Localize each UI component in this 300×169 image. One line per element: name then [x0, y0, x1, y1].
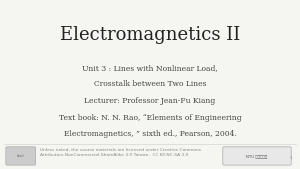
Text: (cc): (cc) — [17, 154, 25, 158]
FancyBboxPatch shape — [223, 147, 291, 165]
Text: Crosstalk between Two Lines: Crosstalk between Two Lines — [94, 80, 206, 89]
Text: NTU 大圖式課程: NTU 大圖式課程 — [246, 154, 268, 158]
Text: 1: 1 — [290, 156, 293, 160]
Text: Text book: N. N. Rao, “Elements of Engineering: Text book: N. N. Rao, “Elements of Engin… — [59, 114, 241, 122]
Text: Lecturer: Professor Jean-Fu Kiang: Lecturer: Professor Jean-Fu Kiang — [84, 97, 216, 105]
Text: Unless noted, the course materials are licensed under Creative Commons
Attributi: Unless noted, the course materials are l… — [40, 148, 201, 157]
Text: Electromagnetics, ” sixth ed., Pearson, 2004.: Electromagnetics, ” sixth ed., Pearson, … — [64, 130, 236, 138]
Text: Electromagnetics II: Electromagnetics II — [60, 26, 240, 44]
FancyBboxPatch shape — [6, 147, 36, 165]
Text: Unit 3 : Lines with Nonlinear Load,: Unit 3 : Lines with Nonlinear Load, — [82, 64, 218, 72]
